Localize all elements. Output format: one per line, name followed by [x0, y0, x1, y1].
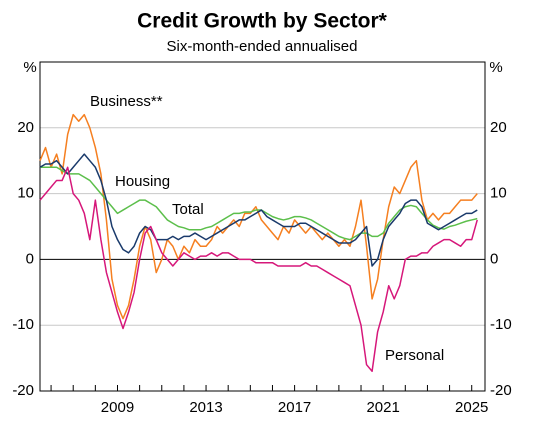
- x-tick-label: 2025: [455, 399, 488, 416]
- chart-title: Credit Growth by Sector*: [137, 10, 388, 33]
- series-line: [40, 166, 478, 241]
- y-tick-label: -20: [12, 382, 34, 399]
- x-tick-label: 2013: [189, 399, 222, 416]
- series-label: Business**: [90, 93, 163, 110]
- y-tick-label: 20: [17, 119, 34, 136]
- y-tick-label: 20: [490, 119, 507, 136]
- series-label: Total: [172, 201, 204, 218]
- x-tick-label: 2009: [101, 399, 134, 416]
- series-label: Housing: [115, 173, 170, 190]
- series-line: [39, 113, 478, 320]
- y-tick-label: -10: [12, 316, 34, 333]
- y-unit: %: [23, 59, 36, 76]
- y-unit: %: [489, 59, 502, 76]
- y-tick-label: 10: [490, 185, 507, 202]
- x-tick-label: 2021: [366, 399, 399, 416]
- y-tick-label: 0: [490, 250, 498, 267]
- y-tick-label: 0: [26, 250, 34, 267]
- y-tick-label: -10: [490, 316, 512, 333]
- series-line: [39, 153, 478, 267]
- y-tick-label: 10: [17, 185, 34, 202]
- chart-subtitle: Six-month-ended annualised: [167, 38, 358, 55]
- y-tick-label: -20: [490, 382, 512, 399]
- series-line: [39, 166, 478, 373]
- x-tick-label: 2017: [278, 399, 311, 416]
- series-label: Personal: [385, 347, 444, 364]
- plot-frame: [39, 61, 486, 392]
